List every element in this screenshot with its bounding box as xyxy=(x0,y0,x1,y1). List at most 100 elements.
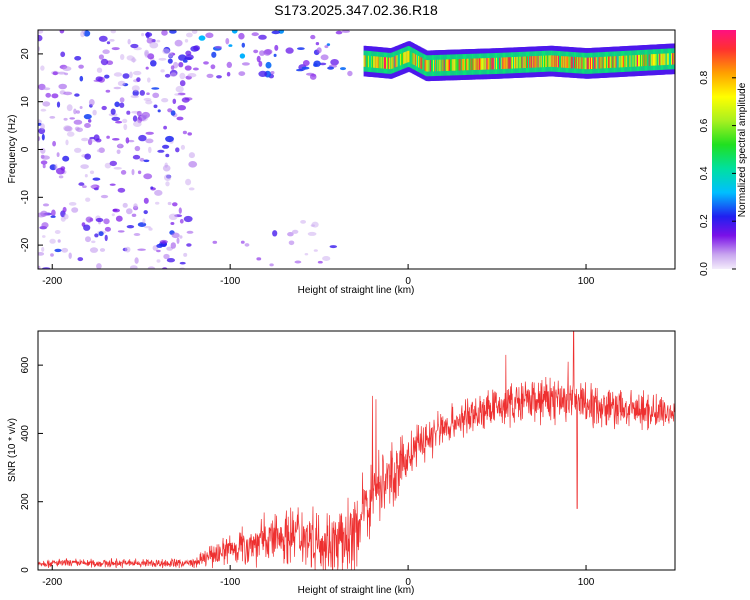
spectrogram-cell xyxy=(166,246,173,251)
spectrogram-cell xyxy=(113,86,122,90)
spectrogram-cell xyxy=(216,75,222,79)
spectrogram-cell xyxy=(313,60,321,67)
spectrogram-cell xyxy=(238,32,245,40)
spectrogram-cell xyxy=(71,207,79,213)
spectrogram-cell xyxy=(239,53,246,59)
spectrogram-cell xyxy=(125,137,130,144)
spectrogram-cell xyxy=(272,230,278,237)
spectrogram-x-tick-label: -100 xyxy=(220,276,240,287)
spectrogram-cell xyxy=(65,139,69,146)
spectrogram-cell xyxy=(175,85,184,93)
spectrogram-cell xyxy=(162,48,171,55)
spectrogram-cell xyxy=(146,37,154,44)
spectrogram-cell xyxy=(112,138,120,141)
spectrogram-cell xyxy=(85,236,91,243)
spectrogram-cell xyxy=(244,243,250,247)
spectrogram-x-tick-label: 0 xyxy=(405,276,411,287)
spectrogram-cell xyxy=(174,93,181,96)
spectrogram-y-tick-label: 10 xyxy=(20,96,31,108)
colorbar-ticks: 0.0 0.2 0.4 0.6 0.8 xyxy=(699,70,736,276)
spectrogram-cell xyxy=(258,70,268,77)
spectrogram-cell xyxy=(78,64,84,69)
spectrogram-cell xyxy=(42,235,46,238)
spectrogram-cell xyxy=(157,149,165,153)
spectrogram-cell xyxy=(79,75,84,82)
spectrogram-cell xyxy=(120,170,127,175)
spectrogram-cell xyxy=(124,246,131,253)
spectrogram-cell xyxy=(149,42,159,49)
spectrogram-cell xyxy=(89,136,95,140)
spectrogram-cell xyxy=(56,152,60,158)
snr-frame xyxy=(37,330,676,571)
spectrogram-cell xyxy=(98,35,108,42)
spectrogram-cell xyxy=(147,266,156,269)
spectrogram-cell xyxy=(115,215,123,222)
spectrogram-cell xyxy=(324,45,329,49)
spectrogram-cell xyxy=(147,77,151,83)
spectrogram-cell xyxy=(155,201,160,205)
spectrogram-cell xyxy=(178,61,184,68)
spectrogram-cell xyxy=(40,160,48,165)
spectrogram-cell xyxy=(83,224,91,231)
spectrogram-cell xyxy=(61,247,69,253)
spectrogram-cell xyxy=(341,30,350,33)
spectrogram-cell xyxy=(104,234,108,242)
spectrogram-cell xyxy=(170,65,175,70)
spectrogram-cell xyxy=(64,126,73,132)
spectrogram-cell xyxy=(313,249,318,252)
spectrogram-cell xyxy=(292,229,299,234)
spectrogram-cell xyxy=(91,240,96,244)
spectrogram-cell xyxy=(320,54,329,61)
spectrogram-cell xyxy=(192,67,199,71)
spectrogram-cell xyxy=(167,58,173,64)
spectrogram-cell xyxy=(59,30,65,34)
spectrogram-cell xyxy=(144,49,150,57)
spectrogram-cell xyxy=(80,31,85,38)
spectrogram-cell xyxy=(168,213,178,220)
spectrogram-cell xyxy=(198,35,206,41)
spectrogram-cell xyxy=(156,249,161,253)
spectrogram-cell xyxy=(307,231,317,236)
spectrogram-cell xyxy=(184,57,193,61)
spectrogram-cell xyxy=(119,97,125,103)
spectrogram-cell xyxy=(143,173,153,180)
snr-y-label: SNR (10 * v/v) xyxy=(7,418,18,482)
spectrogram-cell xyxy=(228,44,233,47)
spectrogram-cell xyxy=(162,144,170,149)
spectrogram-cell xyxy=(184,65,192,71)
spectrogram-cell xyxy=(83,114,92,120)
spectrogram-cell xyxy=(136,77,141,82)
spectrogram-cell xyxy=(297,47,305,50)
spectrogram-cell xyxy=(183,215,193,223)
spectrogram-cell xyxy=(226,61,232,68)
spectrogram-cell xyxy=(285,47,294,54)
spectrogram-cell xyxy=(62,66,72,72)
spectrogram-cell xyxy=(144,225,152,229)
spectrogram-cell xyxy=(327,66,334,70)
spectrogram-cell xyxy=(161,98,169,103)
spectrogram-cell xyxy=(258,60,263,67)
spectrogram-cell xyxy=(84,153,91,160)
spectrogram-cell xyxy=(145,131,154,135)
spectrogram-cell xyxy=(154,189,163,196)
spectrogram-cell xyxy=(89,247,99,253)
spectrogram-cell xyxy=(102,49,110,54)
spectrogram-cell xyxy=(142,218,146,224)
spectrogram-cell xyxy=(137,170,142,175)
spectrogram-y-tick-label: 20 xyxy=(20,48,31,60)
spectrogram-cell xyxy=(88,99,95,106)
spectrogram-cell xyxy=(42,101,51,107)
spectrogram-x-label: Height of straight line (km) xyxy=(298,285,415,296)
spectrogram-cell xyxy=(92,177,101,181)
spectrogram-cell xyxy=(158,57,167,61)
spectrogram-y-tick-label: 0 xyxy=(20,146,31,152)
snr-y-tick-label: 200 xyxy=(20,493,31,510)
spectrogram-cell xyxy=(241,42,245,48)
spectrogram-cell xyxy=(159,239,168,244)
spectrogram-cell xyxy=(56,167,65,175)
spectrogram-cell xyxy=(84,174,88,178)
spectrogram-cell xyxy=(170,72,177,77)
colorbar-gradient xyxy=(712,30,736,269)
spectrogram-cell xyxy=(335,30,343,35)
